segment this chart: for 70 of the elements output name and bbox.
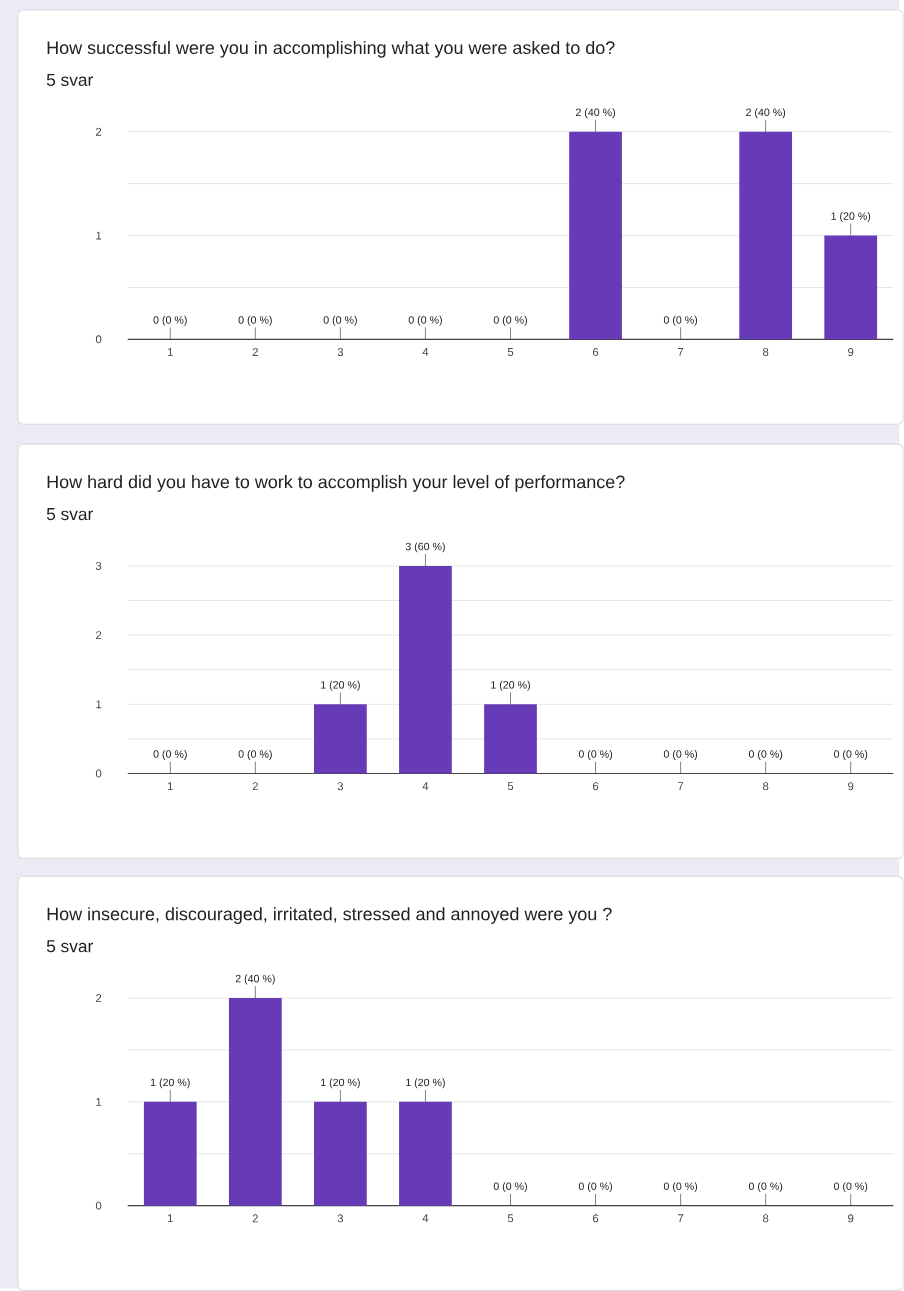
data-label: 0 (0 %)	[153, 749, 187, 760]
x-tick-label: 8	[763, 782, 769, 791]
y-tick-label: 2	[96, 127, 102, 136]
data-label: 0 (0 %)	[153, 315, 187, 326]
chart-subtitle: 5 svar	[46, 73, 94, 87]
x-tick-label: 4	[422, 348, 429, 356]
data-label: 0 (0 %)	[834, 749, 868, 760]
data-label: 0 (0 %)	[493, 315, 528, 326]
data-label: 0 (0 %)	[663, 1182, 698, 1193]
chart-title: How hard did you have to work to accomplish your level of performance?	[47, 475, 625, 492]
data-label: 0 (0 %)	[238, 749, 272, 760]
x-tick-label: 9	[848, 1214, 854, 1223]
x-tick-label: 9	[848, 782, 854, 791]
data-label: 2 (40 %)	[235, 974, 275, 985]
x-tick-label: 4	[422, 1214, 429, 1223]
x-tick-label: 5	[507, 348, 514, 356]
x-tick-label: 1	[168, 348, 173, 356]
chart-subtitle: 5 svar	[46, 508, 94, 521]
data-label: 1 (20 %)	[151, 1078, 190, 1089]
data-label: 1 (20 %)	[321, 680, 360, 691]
y-tick-label: 2	[96, 994, 102, 1002]
data-label: 2 (40 %)	[576, 108, 616, 119]
x-tick-label: 5	[507, 1214, 514, 1223]
data-label: 0 (0 %)	[238, 315, 272, 326]
y-tick-label: 0	[96, 769, 102, 778]
data-label: 1 (20 %)	[321, 1078, 360, 1089]
x-tick-label: 5	[507, 782, 514, 791]
x-tick-label: 7	[678, 1214, 684, 1223]
x-tick-label: 9	[848, 348, 854, 357]
x-tick-label: 3	[337, 348, 344, 357]
data-label: 0 (0 %)	[663, 315, 698, 326]
y-tick-label: 0	[96, 1201, 102, 1210]
x-tick-label: 2	[252, 348, 259, 356]
data-label: 0 (0 %)	[749, 1182, 783, 1193]
x-tick-label: 3	[337, 782, 344, 791]
x-tick-label: 8	[763, 1214, 769, 1223]
data-label: 0 (0 %)	[834, 1182, 868, 1193]
x-tick-label: 7	[678, 782, 684, 790]
data-label: 0 (0 %)	[578, 1182, 613, 1193]
x-tick-label: 2	[252, 1214, 259, 1223]
data-label: 1 (20 %)	[831, 212, 871, 222]
x-tick-label: 4	[422, 782, 429, 790]
data-label: 1 (20 %)	[406, 1078, 445, 1089]
chart-subtitle: 5 svar	[46, 940, 94, 953]
data-label: 0 (0 %)	[408, 315, 443, 326]
chart-title: How successful were you in accomplishing what you were asked to do?	[47, 40, 615, 58]
x-tick-label: 2	[252, 782, 259, 791]
data-label: 0 (0 %)	[663, 749, 698, 760]
data-label: 0 (0 %)	[578, 749, 613, 760]
x-tick-label: 6	[593, 782, 599, 791]
y-tick-label: 2	[96, 631, 102, 640]
x-tick-label: 8	[763, 348, 769, 357]
data-label: 2 (40 %)	[746, 108, 786, 119]
chart-title: How insecure, discouraged, irritated, stressed and annoyed were you ?	[47, 907, 612, 924]
data-label: 0 (0 %)	[749, 749, 783, 760]
x-tick-label: 6	[593, 348, 599, 357]
y-tick-label: 1	[96, 1097, 102, 1106]
data-label: 3 (60 %)	[405, 542, 445, 553]
x-tick-label: 6	[593, 1214, 599, 1223]
y-tick-label: 1	[96, 700, 102, 709]
x-tick-label: 3	[337, 1214, 344, 1223]
data-label: 1 (20 %)	[491, 680, 531, 691]
data-label: 0 (0 %)	[323, 315, 357, 326]
y-tick-label: 1	[96, 231, 102, 240]
x-tick-label: 1	[168, 782, 173, 790]
x-tick-label: 7	[678, 348, 684, 356]
y-tick-label: 0	[96, 335, 102, 344]
data-label: 0 (0 %)	[493, 1182, 528, 1193]
y-tick-label: 3	[96, 561, 102, 570]
x-tick-label: 1	[168, 1214, 173, 1223]
